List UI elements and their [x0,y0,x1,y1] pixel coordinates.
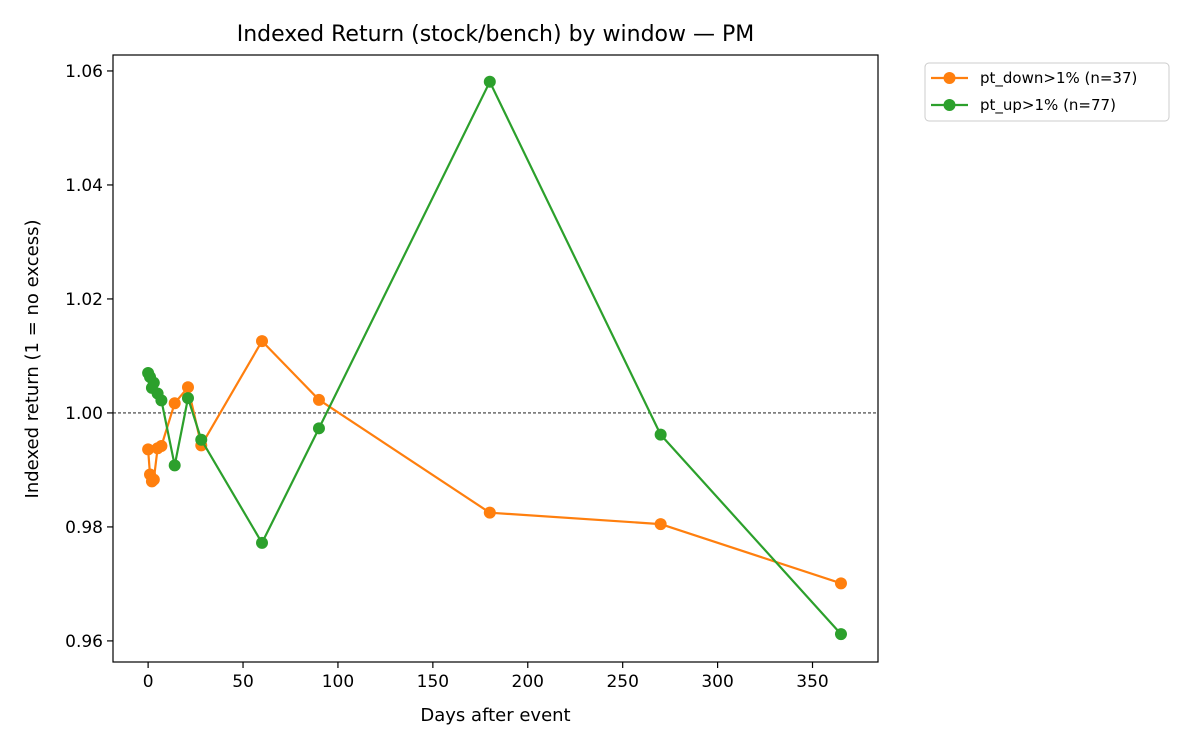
y-tick-label: 1.02 [65,290,103,310]
data-point [181,392,194,405]
data-point [654,428,667,441]
x-tick-label: 250 [606,672,638,692]
plot-frame [112,54,879,663]
data-point [155,439,168,452]
y-tick-label: 0.98 [65,518,103,538]
y-tick-label: 1.00 [65,404,103,424]
data-point [147,473,160,486]
data-point [483,75,496,88]
x-tick-label: 300 [701,672,733,692]
data-point [654,518,667,531]
series-2 [142,75,847,641]
data-point [483,506,496,519]
data-point [168,397,181,410]
data-point [181,381,194,394]
x-tick-label: 0 [143,672,154,692]
series-line [147,340,842,585]
legend-label: pt_down>1% (n=37) [980,69,1137,88]
data-point [155,394,168,407]
data-point [256,335,269,348]
legend-swatch-marker [943,99,956,111]
data-point [168,459,181,472]
y-tick-label: 0.96 [65,632,103,652]
data-point [312,422,325,435]
data-point [147,376,160,389]
data-point [256,536,269,549]
data-point [312,393,325,406]
y-tick-label: 1.04 [65,176,103,196]
x-tick-label: 350 [796,672,828,692]
x-tick-label: 50 [232,672,254,692]
legend: pt_down>1% (n=37) pt_up>1% (n=77) [924,62,1170,122]
data-point [834,628,847,641]
data-point [142,443,155,456]
legend-box [924,62,1170,122]
legend-label: pt_up>1% (n=77) [980,96,1116,115]
y-axis-label: Indexed return (1 = no excess) [22,220,43,499]
x-tick-label: 100 [322,672,354,692]
legend-swatch-marker [943,72,956,84]
data-point [195,433,208,446]
series-1 [142,335,847,590]
y-axis-ticks: 0.96 0.98 1.00 1.02 1.04 1.06 [65,62,113,652]
x-axis-label: Days after event [420,705,570,726]
plot-area [112,54,879,663]
data-point [834,577,847,590]
x-tick-label: 200 [512,672,544,692]
chart-title: Indexed Return (stock/bench) by window —… [237,22,755,47]
x-tick-label: 150 [417,672,449,692]
y-tick-label: 1.06 [65,62,103,82]
x-axis-ticks: 0 50 100 150 200 250 300 350 [143,662,829,692]
